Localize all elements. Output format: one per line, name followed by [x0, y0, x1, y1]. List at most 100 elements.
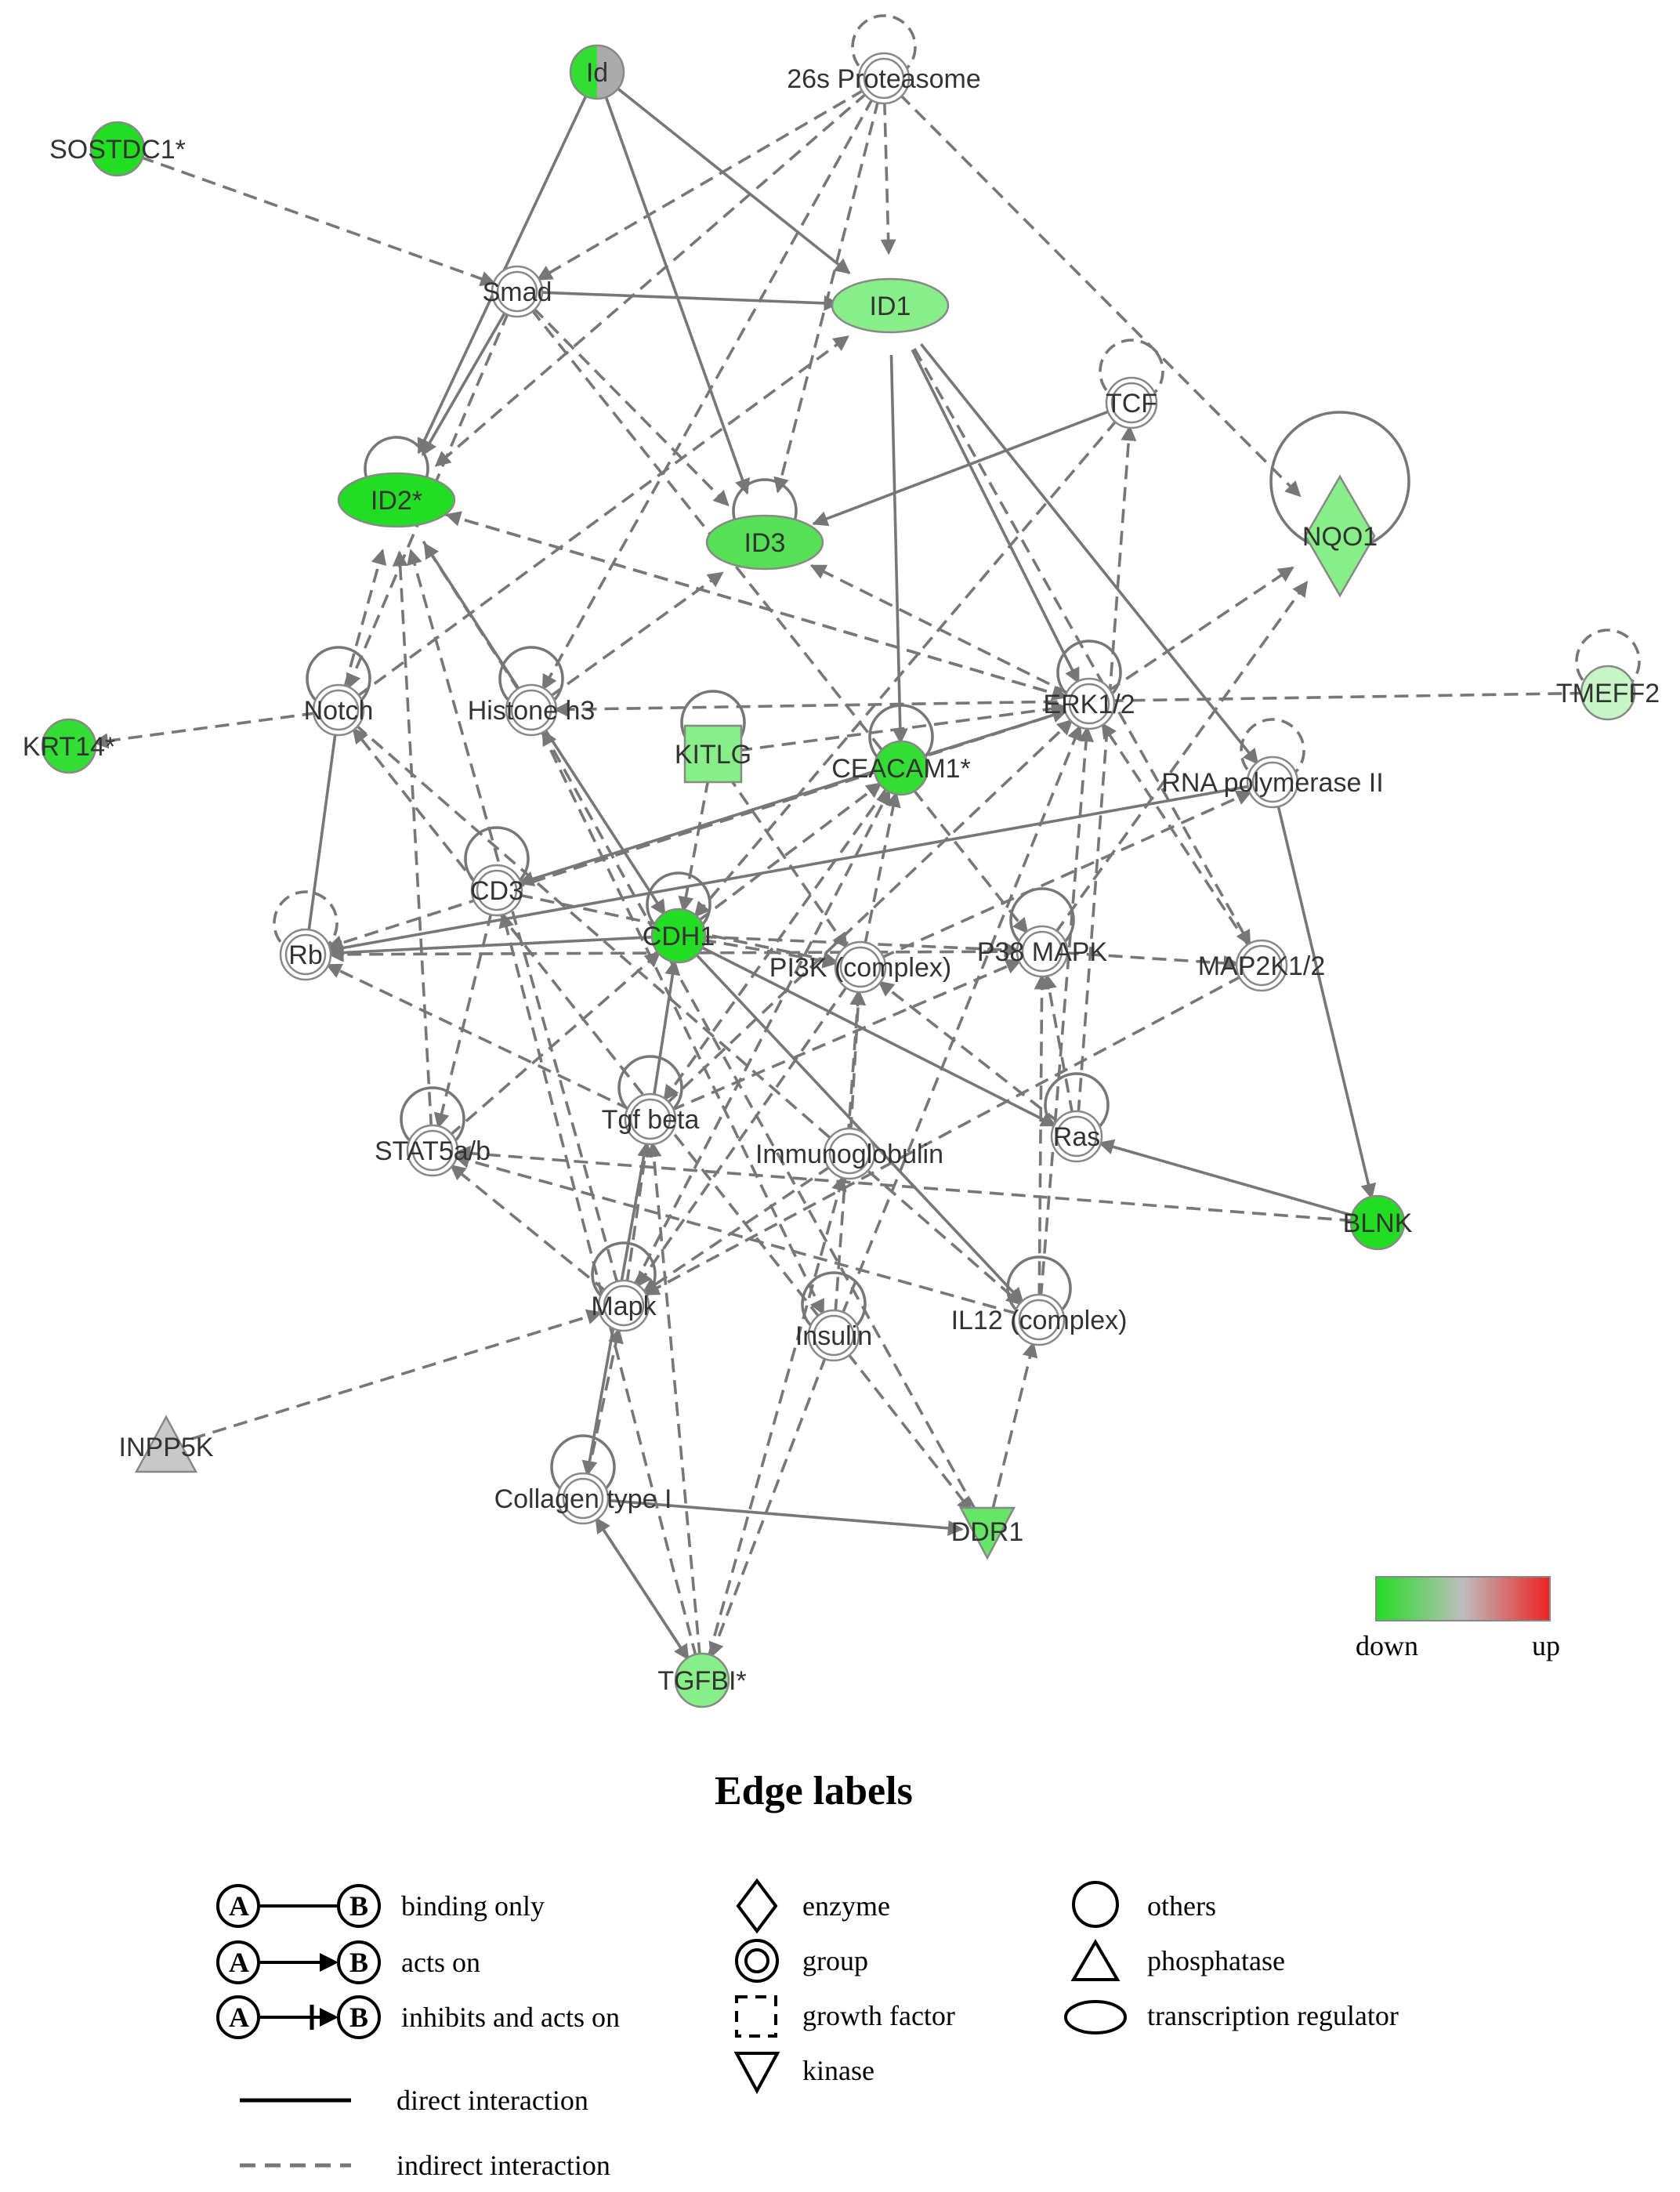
edge-STAT5ab-ID2: [392, 550, 433, 1129]
node-TGFBI[interactable]: TGFBI*: [657, 1652, 747, 1708]
edge-ID1-ERK12: [911, 349, 1081, 684]
edge-P38MAPK-NQO1: [1054, 581, 1309, 934]
color-scale-bar: [1375, 1576, 1551, 1621]
node-Collagen[interactable]: Collagen type I: [494, 1472, 672, 1525]
node-Ras[interactable]: Ras: [1050, 1110, 1103, 1163]
edge-ERK12-Rb: [327, 709, 1069, 951]
node-DDR1[interactable]: DDR1: [951, 1506, 1024, 1560]
node-label-DDR1: DDR1: [951, 1517, 1024, 1547]
legend-others: others: [1072, 1881, 1216, 1928]
svg-text:B: B: [349, 2002, 368, 2033]
edge-TCF-ID3: [812, 409, 1111, 527]
edge-STAT5ab-CDH1: [448, 951, 661, 1137]
legend-kinase: kinase: [733, 2052, 874, 2095]
node-SOSTDC1[interactable]: SOSTDC1*: [49, 121, 186, 177]
node-HistoneH3[interactable]: Histone h3: [468, 683, 596, 737]
node-P38MAPK[interactable]: P38 MAPK: [977, 925, 1108, 978]
edge-Insulin-Notch: [352, 727, 821, 1319]
node-Rb[interactable]: Rb: [279, 928, 332, 981]
edge-Notch-ID2: [342, 549, 387, 689]
edge-Mapk-STAT5ab: [450, 1164, 607, 1293]
legend-inhibits-acts-on-label: inhibits and acts on: [401, 2002, 620, 2033]
edge-TgfBeta-P38MAPK: [670, 958, 1022, 1112]
node-STAT5ab[interactable]: STAT5a/b: [375, 1124, 491, 1177]
node-TCF[interactable]: TCF: [1105, 376, 1158, 429]
node-label-KRT14: KRT14*: [23, 732, 115, 762]
legend: Edge labels A B binding only A B acts on…: [216, 1769, 1399, 2181]
node-Id[interactable]: Id: [569, 44, 625, 100]
node-RNAPolII[interactable]: RNA polymerase II: [1161, 755, 1384, 809]
legend-group: group: [735, 1939, 868, 1983]
edge-CDH1-CEACAM1: [697, 782, 882, 923]
node-label-SOSTDC1: SOSTDC1*: [49, 135, 186, 165]
node-label-Mapk: Mapk: [591, 1292, 657, 1321]
edge-MAP2K12-Mapk: [643, 974, 1243, 1296]
node-BLNK[interactable]: BLNK: [1343, 1194, 1413, 1251]
edge-CDH1-IL12: [693, 952, 1024, 1304]
edge-Id-ID1: [614, 85, 851, 274]
edge-ERK12-ID2: [444, 511, 1068, 699]
legend-binding-only-label: binding only: [401, 1890, 545, 1922]
node-label-ERK12: ERK1/2: [1043, 690, 1135, 719]
edge-Smad-P38MAPK: [530, 308, 1029, 934]
node-NQO1[interactable]: NQO1: [1302, 474, 1378, 598]
node-CEACAM1[interactable]: CEACAM1*: [831, 740, 971, 796]
node-Insulin[interactable]: Insulin: [795, 1309, 872, 1362]
edge-RNAPolII-BLNK: [1276, 803, 1377, 1200]
node-Notch[interactable]: Notch: [304, 683, 374, 737]
kinase-triangle-down-icon: [733, 2052, 780, 2095]
node-TgfBeta[interactable]: Tgf beta: [602, 1092, 700, 1146]
edge-CEACAM1-TgfBeta: [663, 786, 889, 1101]
edge-PI3K-Mapk: [635, 984, 849, 1288]
edge-IL12-ERK12: [1039, 726, 1095, 1298]
legend-binding-only: A B binding only: [216, 1884, 545, 1928]
edge-Mapk-CEACAM1: [632, 788, 891, 1287]
node-TMEFF2[interactable]: TMEFF2: [1556, 665, 1660, 721]
node-ID3[interactable]: ID3: [705, 514, 824, 571]
svg-text:B: B: [349, 1947, 368, 1978]
node-CD3[interactable]: CD3: [470, 864, 523, 917]
edge-Mapk-TgfBeta: [625, 1141, 654, 1284]
node-ID2[interactable]: ID2*: [337, 472, 456, 528]
edge-BLNK-Ras: [1098, 1139, 1356, 1218]
edge-Immunoglobulin-Mapk: [642, 1165, 832, 1294]
node-proteasome[interactable]: 26s Proteasome: [787, 52, 981, 105]
edge-SOSTDC1-Smad: [139, 155, 497, 287]
edge-KITLG-ERK12: [737, 701, 1067, 752]
edge-proteasome-ID2: [434, 92, 868, 467]
edge-TGFBI-CD3: [498, 911, 698, 1658]
node-CDH1[interactable]: CDH1: [643, 908, 715, 964]
node-ERK12[interactable]: ERK1/2: [1043, 677, 1135, 730]
node-PI3K[interactable]: PI3K (complex): [769, 940, 951, 994]
edge-TCF-CDH1: [693, 418, 1118, 918]
legend-enzyme-label: enzyme: [802, 1890, 890, 1922]
edge-Ras-P38MAPK: [1041, 973, 1074, 1115]
node-ID1[interactable]: ID1: [831, 277, 950, 334]
node-IL12[interactable]: IL12 (complex): [951, 1293, 1128, 1346]
edge-Mapk-ID2: [407, 549, 619, 1284]
edge-CDH1-Rb: [328, 935, 655, 961]
legend-growth-factor: growth factor: [735, 1995, 955, 2038]
node-Smad[interactable]: Smad: [483, 265, 552, 318]
node-MAP2K12[interactable]: MAP2K1/2: [1198, 939, 1326, 992]
node-label-PI3K: PI3K (complex): [769, 953, 951, 983]
node-Immunoglobulin[interactable]: Immunoglobulin: [755, 1127, 943, 1180]
node-KITLG[interactable]: KITLG: [675, 724, 751, 784]
edge-IL12-P38MAPK: [1034, 973, 1050, 1298]
node-INPP5K[interactable]: INPP5K: [119, 1415, 214, 1473]
edge-ID1-RNAPolII: [920, 343, 1259, 765]
node-label-Smad: Smad: [483, 277, 552, 307]
node-Mapk[interactable]: Mapk: [591, 1279, 657, 1332]
edge-proteasome-Smad: [536, 88, 866, 281]
edge-ID1-MAP2K12: [913, 348, 1251, 947]
legend-growth-factor-label: growth factor: [802, 2000, 955, 2031]
svg-text:A: A: [229, 1947, 249, 1978]
node-KRT14[interactable]: KRT14*: [23, 718, 115, 774]
node-label-proteasome: 26s Proteasome: [787, 64, 981, 94]
edge-PI3K-CEACAM1: [864, 791, 901, 946]
edge-KITLG-CDH1: [678, 778, 710, 913]
color-scale-down-label: down: [1356, 1630, 1418, 1661]
legend-direct-interaction: direct interaction: [240, 2085, 588, 2116]
node-label-STAT5ab: STAT5a/b: [375, 1136, 491, 1166]
edge-ID1-CEACAM1: [889, 354, 908, 745]
